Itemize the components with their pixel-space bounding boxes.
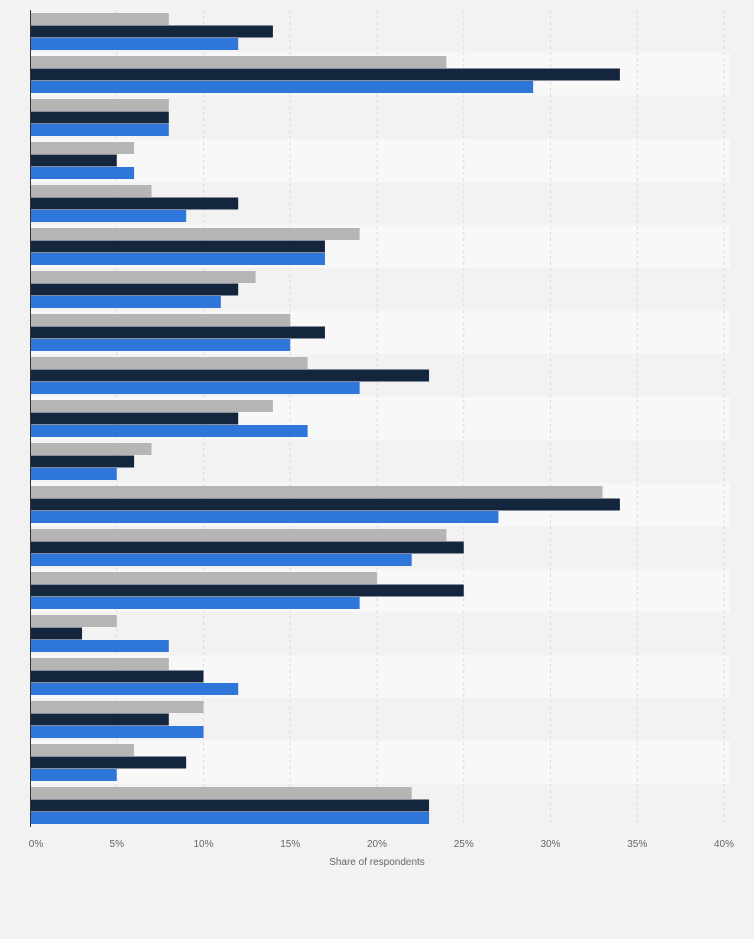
bar-series-1-row-16	[30, 658, 169, 670]
bar-series-3-row-18	[30, 769, 117, 781]
bar-series-2-row-8	[30, 326, 325, 339]
bar-series-1-row-3	[30, 99, 169, 111]
bar-series-2-row-12	[30, 498, 620, 511]
bar-series-3-row-9	[30, 382, 360, 394]
x-tick-label: 5%	[110, 839, 125, 850]
bar-series-1-row-9	[30, 357, 308, 369]
bar-series-3-row-11	[30, 468, 117, 480]
bar-series-2-row-4	[30, 154, 117, 167]
bar-series-1-row-14	[30, 572, 377, 584]
bar-series-2-row-3	[30, 111, 169, 124]
bar-series-2-row-7	[30, 283, 239, 296]
bar-series-2-row-2	[30, 68, 620, 81]
bars	[30, 13, 620, 824]
bar-series-2-row-13	[30, 541, 464, 554]
x-tick-label: 0%	[29, 839, 44, 850]
bar-series-1-row-12	[30, 486, 603, 498]
bar-series-2-row-6	[30, 240, 325, 253]
bar-series-1-row-15	[30, 615, 117, 627]
bar-series-3-row-2	[30, 81, 534, 93]
x-tick-label: 15%	[280, 839, 300, 850]
x-tick-label: 20%	[367, 839, 387, 850]
bar-series-3-row-12	[30, 511, 499, 523]
bar-series-1-row-4	[30, 142, 135, 154]
x-tick-label: 35%	[627, 839, 647, 850]
bar-series-3-row-3	[30, 124, 169, 136]
bar-series-2-row-18	[30, 756, 187, 769]
bar-series-1-row-19	[30, 787, 412, 799]
bar-series-1-row-7	[30, 271, 256, 283]
bar-series-2-row-10	[30, 412, 239, 425]
bar-series-3-row-16	[30, 683, 239, 695]
x-axis-title: Share of respondents	[329, 857, 425, 868]
x-tick-label: 10%	[193, 839, 213, 850]
x-tick-label: 25%	[454, 839, 474, 850]
bar-series-3-row-7	[30, 296, 221, 308]
x-tick-label: 30%	[540, 839, 560, 850]
bar-series-3-row-5	[30, 210, 187, 222]
bar-series-1-row-1	[30, 13, 169, 25]
bar-series-3-row-8	[30, 339, 291, 351]
bar-series-1-row-18	[30, 744, 135, 756]
x-tick-label: 40%	[714, 839, 734, 850]
bar-series-2-row-15	[30, 627, 83, 640]
bar-series-2-row-1	[30, 25, 273, 38]
bar-series-3-row-17	[30, 726, 204, 738]
bar-series-3-row-1	[30, 38, 239, 50]
bar-series-2-row-19	[30, 799, 430, 812]
bar-series-3-row-19	[30, 812, 430, 824]
bar-series-1-row-11	[30, 443, 152, 455]
bar-series-1-row-17	[30, 701, 204, 713]
bar-series-2-row-16	[30, 670, 204, 683]
bar-series-2-row-9	[30, 369, 430, 382]
bar-series-3-row-10	[30, 425, 308, 437]
bar-series-2-row-17	[30, 713, 169, 726]
bar-series-1-row-8	[30, 314, 291, 326]
bar-series-1-row-5	[30, 185, 152, 197]
bar-series-1-row-13	[30, 529, 447, 541]
bar-series-3-row-13	[30, 554, 412, 566]
bar-series-1-row-10	[30, 400, 273, 412]
axes: 0% 5% 10% 15% 20% 25% 30% 35% 40%	[29, 10, 734, 850]
bar-series-2-row-11	[30, 455, 135, 468]
bar-series-3-row-14	[30, 597, 360, 609]
bar-series-1-row-2	[30, 56, 447, 68]
bar-series-3-row-15	[30, 640, 169, 652]
bar-series-3-row-6	[30, 253, 325, 265]
row-band	[30, 139, 730, 182]
bar-series-2-row-14	[30, 584, 464, 597]
bar-series-3-row-4	[30, 167, 135, 179]
bar-series-1-row-6	[30, 228, 360, 240]
bar-series-2-row-5	[30, 197, 239, 210]
